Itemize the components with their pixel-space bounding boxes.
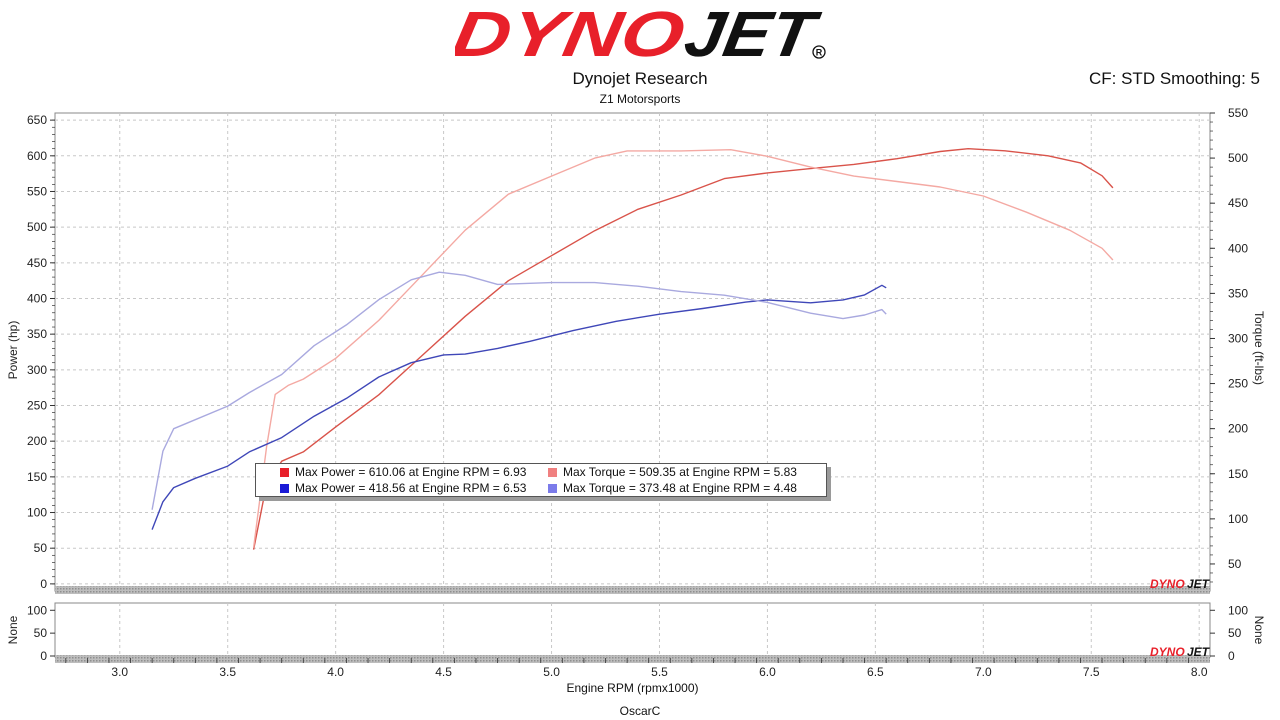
- x-tick-label: 6.5: [867, 665, 884, 679]
- y-axis-label-left: Power (hp): [6, 321, 20, 380]
- y-tick-label-left: 350: [27, 327, 47, 341]
- legend: Max Power = 610.06 at Engine RPM = 6.93 …: [255, 463, 827, 497]
- operator-name: OscarC: [619, 704, 661, 718]
- y-tick-label-left: 0: [40, 577, 47, 591]
- y-tick-label-right: 500: [1228, 151, 1248, 165]
- series-run1-torque: [252, 149, 1114, 548]
- x-tick-label: 3.0: [111, 665, 128, 679]
- x-tick-label: 8.0: [1191, 665, 1208, 679]
- logo-text-jet: JET: [679, 4, 825, 62]
- x-axis-label: Engine RPM (rpmx1000): [566, 681, 699, 695]
- series-run2-power: [151, 284, 887, 530]
- watermark-logo-main: DYNO JET: [1150, 577, 1211, 591]
- legend-item-run1-power: Max Power = 610.06 at Engine RPM = 6.93: [280, 464, 526, 480]
- y-tick-label-left: 200: [27, 434, 47, 448]
- y-tick-label-right: 450: [1228, 196, 1248, 210]
- legend-swatch: [280, 468, 289, 477]
- secondary-y-tick-label-right: 0: [1228, 649, 1235, 663]
- report-title: Dynojet Research: [572, 69, 708, 88]
- watermark-jet: JET: [1187, 577, 1211, 591]
- legend-swatch: [548, 468, 557, 477]
- logo-text-dyno: DYNO: [455, 4, 690, 62]
- y-tick-label-right: 300: [1228, 331, 1248, 345]
- y-tick-label-right: 50: [1228, 557, 1242, 571]
- legend-swatch: [280, 484, 289, 493]
- legend-swatch: [548, 484, 557, 493]
- main-grid: [55, 113, 1210, 586]
- y-tick-label-right: 200: [1228, 422, 1248, 436]
- y-tick-label-left: 600: [27, 149, 47, 163]
- y-tick-label-right: 150: [1228, 467, 1248, 481]
- secondary-y-label-right: None: [1252, 616, 1266, 645]
- report-subtitle: Z1 Motorsports: [599, 92, 681, 106]
- secondary-y-tick-label-left: 50: [34, 626, 48, 640]
- y-tick-label-left: 550: [27, 184, 47, 198]
- y-tick-label-right: 400: [1228, 241, 1248, 255]
- series-run1-power: [252, 148, 1114, 550]
- x-tick-label: 4.0: [327, 665, 344, 679]
- y-tick-label-left: 150: [27, 470, 47, 484]
- watermark-dyno: DYNO: [1150, 577, 1185, 591]
- secondary-y-label-left: None: [6, 615, 20, 644]
- x-tick-label: 7.5: [1083, 665, 1100, 679]
- secondary-grid: [119, 603, 1200, 655]
- y-tick-label-right: 350: [1228, 286, 1248, 300]
- y-tick-label-left: 50: [34, 541, 48, 555]
- svg-text:JET: JET: [1187, 645, 1211, 659]
- secondary-plot-bottom-bar: [55, 655, 1210, 663]
- secondary-y-tick-label-left: 100: [27, 603, 47, 617]
- main-series-group: [151, 148, 1114, 550]
- watermark-logo-secondary: DYNO JET: [1150, 645, 1211, 659]
- x-tick-label: 4.5: [435, 665, 452, 679]
- series-run2-torque: [151, 271, 887, 510]
- y-tick-label-left: 400: [27, 291, 47, 305]
- y-tick-label-left: 100: [27, 506, 47, 520]
- secondary-y-tick-label-right: 50: [1228, 626, 1242, 640]
- secondary-axis-ticks: 0 50 100 0 50 100: [27, 603, 1248, 663]
- y-tick-label-left: 500: [27, 220, 47, 234]
- y-tick-label-left: 250: [27, 399, 47, 413]
- y-tick-label-right: 250: [1228, 377, 1248, 391]
- x-tick-label: 5.0: [543, 665, 560, 679]
- legend-item-run2-power: Max Power = 418.56 at Engine RPM = 6.53: [280, 480, 526, 496]
- y-tick-label-right: 550: [1228, 106, 1248, 120]
- y-tick-label-left: 650: [27, 113, 47, 127]
- svg-text:R: R: [816, 48, 823, 58]
- dynojet-logo: DYNO JET R: [455, 4, 826, 62]
- main-plot-bottom-bar: [55, 586, 1210, 594]
- correction-factor-label: CF: STD Smoothing: 5: [1088, 69, 1260, 88]
- x-tick-label: 5.5: [651, 665, 668, 679]
- y-tick-label-left: 300: [27, 363, 47, 377]
- x-tick-label: 3.5: [219, 665, 236, 679]
- x-tick-label: 7.0: [975, 665, 992, 679]
- main-axis-ticks: 0 50 100 150 200 250 300 350 400 450 500 550 600 650 5…: [27, 106, 1248, 591]
- secondary-y-tick-label-right: 100: [1228, 603, 1248, 617]
- registered-mark-icon: [812, 45, 826, 59]
- svg-text:DYNO: DYNO: [1150, 645, 1185, 659]
- secondary-plot-frame: [54, 602, 1211, 658]
- y-tick-label-right: 100: [1228, 512, 1248, 526]
- x-tick-label: 6.0: [759, 665, 776, 679]
- legend-item-run2-torque: Max Torque = 373.48 at Engine RPM = 4.48: [548, 480, 797, 496]
- legend-item-run1-torque: Max Torque = 509.35 at Engine RPM = 5.83: [548, 464, 797, 480]
- main-plot-frame: [54, 112, 1211, 592]
- x-axis-ticks: 3.0 3.5 4.0 4.5 5.0 5.5 6.0 6.5 7.0 7.5 8.0: [65, 658, 1208, 679]
- secondary-y-tick-label-left: 0: [40, 649, 47, 663]
- y-axis-label-right: Torque (ft-lbs): [1252, 311, 1266, 385]
- y-tick-label-left: 450: [27, 256, 47, 270]
